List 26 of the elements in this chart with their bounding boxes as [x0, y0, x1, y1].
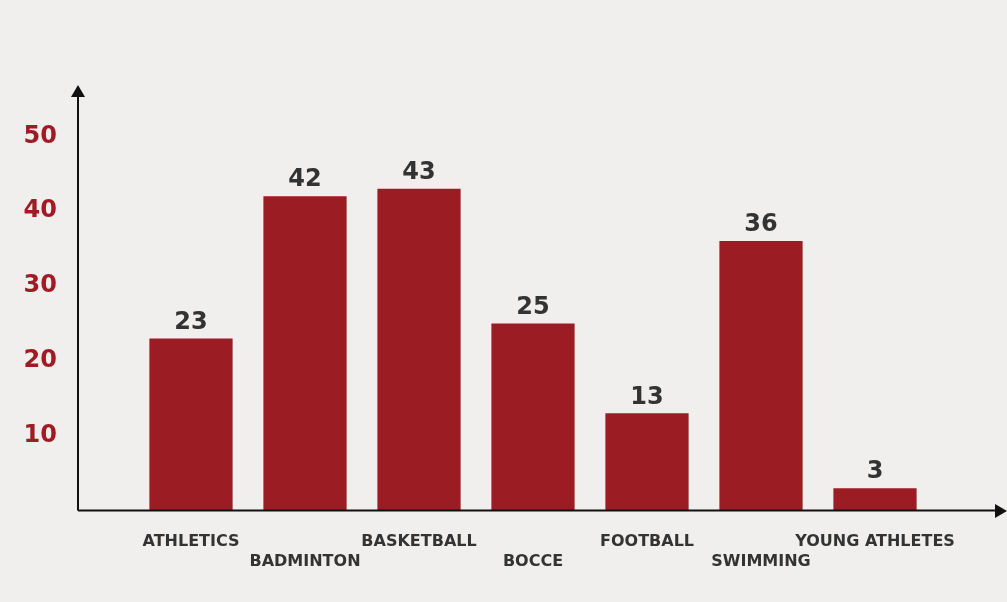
x-tick-label: BADMINTON	[249, 550, 361, 570]
x-tick-label: YOUNG ATHLETES	[794, 531, 955, 551]
y-tick-label: 10	[23, 419, 57, 448]
data-label: 36	[744, 209, 778, 238]
bar	[377, 188, 461, 511]
data-label: 43	[402, 156, 436, 185]
data-label: 13	[630, 381, 664, 410]
x-tick-label: BOCCE	[502, 550, 564, 570]
y-tick-label: 50	[23, 120, 57, 149]
bar	[491, 323, 575, 511]
bar	[149, 338, 233, 511]
y-tick-label: 20	[23, 345, 57, 374]
bar	[605, 413, 689, 511]
bar	[833, 488, 917, 511]
y-tick-label: 40	[23, 195, 57, 224]
data-label: 23	[174, 306, 208, 335]
x-tick-label: FOOTBALL	[599, 531, 695, 551]
data-label: 42	[288, 164, 322, 193]
data-label: 3	[866, 456, 884, 485]
x-tick-label: BASKETBALL	[361, 531, 477, 551]
bar	[263, 196, 347, 511]
data-label: 25	[516, 291, 550, 320]
x-tick-label: ATHLETICS	[142, 531, 240, 551]
y-tick-label: 30	[23, 270, 57, 299]
x-tick-label: SWIMMING	[711, 550, 811, 570]
bar	[719, 241, 803, 511]
